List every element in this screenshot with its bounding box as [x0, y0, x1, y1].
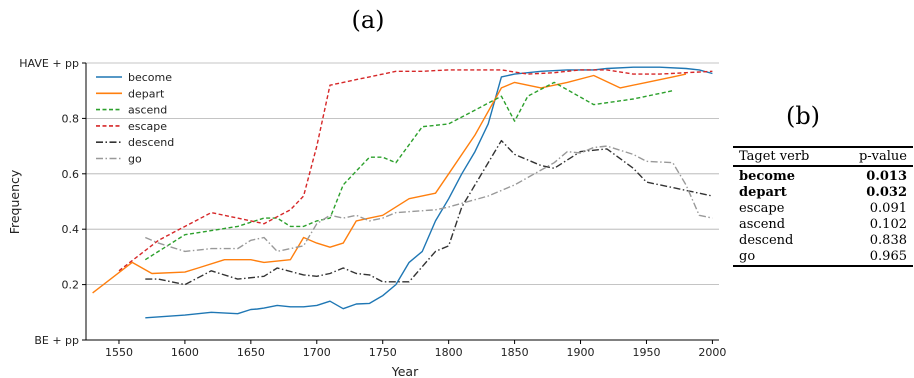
x-tick-label: 1650	[237, 346, 265, 359]
p-value-cell: 0.091	[869, 201, 907, 216]
p-value-cell: 0.013	[837, 165, 913, 185]
table-row: ascend 0.102	[733, 217, 913, 233]
series-line-ascend	[144, 81, 673, 261]
panel-label-a: (a)	[351, 6, 384, 34]
legend-label-depart: depart	[128, 87, 165, 100]
table-row: descend 0.838	[733, 233, 913, 249]
verb-cell: ascend	[739, 217, 786, 232]
x-tick-label: 1900	[567, 346, 595, 359]
verb-cell: descend	[739, 233, 794, 248]
series-line-depart	[92, 73, 687, 294]
tick-labels: 1550 1600 1650 1700 1750 1800 1850 1900 1950 2000…	[19, 57, 726, 359]
header-p-value: p-value	[837, 146, 913, 167]
series-line-become	[145, 66, 713, 319]
y-tick-label: 0.6	[62, 168, 80, 181]
table-row: become 0.013	[733, 165, 913, 185]
results-table: Taget verb p-value become 0.013 depart 0.03…	[733, 146, 913, 267]
series-lines	[92, 66, 713, 319]
table-row: go 0.965	[733, 249, 913, 267]
legend: become depart ascend escape descend go	[96, 71, 174, 166]
y-tick-label: HAVE + pp	[19, 57, 79, 70]
legend-label-go: go	[128, 153, 142, 166]
x-tick-label: 1550	[105, 346, 133, 359]
panel-label-b: (b)	[786, 102, 820, 130]
table-row: escape 0.091	[733, 201, 913, 217]
x-tick-label: 1700	[303, 346, 331, 359]
p-value-table: Taget verb p-value become 0.013 depart 0.03…	[733, 146, 913, 267]
header-target-verb: Taget verb	[733, 146, 838, 167]
x-tick-label: 1950	[632, 346, 660, 359]
table-header-row: Taget verb p-value	[733, 146, 913, 167]
x-axis-title: Year	[391, 364, 419, 378]
p-value-cell: 0.965	[837, 249, 913, 267]
x-tick-label: 1800	[435, 346, 463, 359]
legend-label-escape: escape	[128, 120, 167, 133]
legend-label-ascend: ascend	[128, 104, 167, 117]
p-value-cell: 0.032	[866, 185, 907, 200]
x-tick-label: 1850	[501, 346, 529, 359]
verb-cell: go	[733, 249, 838, 267]
p-value-cell: 0.102	[869, 217, 907, 232]
legend-label-become: become	[128, 71, 172, 84]
axes	[85, 63, 719, 341]
y-tick-label: 0.2	[62, 279, 80, 292]
series-line-escape	[118, 69, 713, 272]
table-row: depart 0.032	[733, 185, 913, 201]
y-tick-label: 0.4	[62, 223, 80, 236]
series-line-go	[145, 145, 713, 253]
gridlines	[86, 62, 719, 286]
p-value-cell: 0.838	[869, 233, 907, 248]
legend-label-descend: descend	[128, 136, 174, 149]
y-tick-label: BE + pp	[34, 334, 79, 347]
verb-cell: depart	[739, 185, 787, 200]
y-tick-label: 0.8	[62, 112, 80, 125]
series-line-descend	[145, 139, 713, 286]
y-axis-title: Frequency	[7, 169, 22, 234]
x-tick-label: 1750	[369, 346, 397, 359]
verb-cell: become	[733, 165, 838, 185]
x-tick-label: 2000	[698, 346, 726, 359]
verb-cell: escape	[739, 201, 785, 216]
x-tick-label: 1600	[171, 346, 199, 359]
